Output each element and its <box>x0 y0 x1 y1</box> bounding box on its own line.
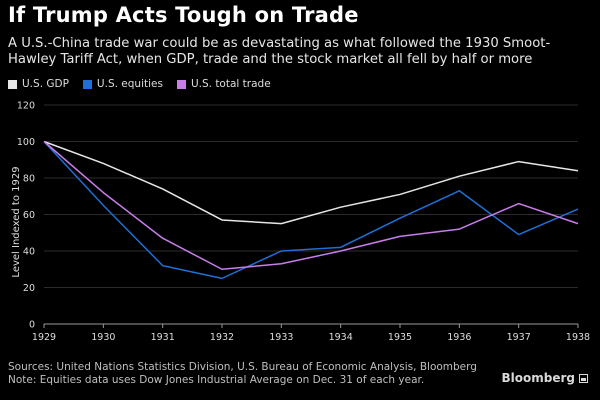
x-tick-label: 1932 <box>210 332 234 343</box>
brand-name: Bloomberg <box>501 371 576 385</box>
legend-label-equities: U.S. equities <box>96 78 163 90</box>
x-tick-label: 1931 <box>151 332 175 343</box>
legend-item-trade: U.S. total trade <box>176 78 271 90</box>
legend-item-gdp: U.S. GDP <box>8 78 69 90</box>
legend-label-gdp: U.S. GDP <box>22 78 69 90</box>
x-tick-label: 1936 <box>447 332 471 343</box>
y-tick-label: 60 <box>23 210 35 221</box>
y-tick-label: 40 <box>23 247 35 258</box>
y-tick-label: 0 <box>29 320 35 331</box>
sources-text: Sources: United Nations Statistics Divis… <box>8 361 477 373</box>
chart-title: If Trump Acts Tough on Trade <box>8 3 359 27</box>
x-tick-label: 1938 <box>566 332 590 343</box>
x-tick-label: 1935 <box>388 332 412 343</box>
chart-subtitle: A U.S.-China trade war could be as devas… <box>8 36 551 67</box>
footer: Sources: United Nations Statistics Divis… <box>8 361 477 387</box>
x-tick-label: 1934 <box>329 332 353 343</box>
x-tick-label: 1937 <box>507 332 531 343</box>
series-line-u-s-gdp <box>43 140 579 225</box>
legend-swatch-equities <box>82 79 92 89</box>
y-tick-label: 20 <box>23 283 35 294</box>
legend-swatch-gdp <box>8 79 17 89</box>
series-line-u-s-equities <box>43 140 579 280</box>
legend: U.S. GDP U.S. equities U.S. total trade <box>8 78 271 90</box>
legend-label-trade: U.S. total trade <box>190 78 271 90</box>
bloomberg-mark-icon <box>579 373 588 383</box>
y-tick-label: 80 <box>23 174 35 185</box>
y-axis-label: Level Indexed to 1929 <box>11 166 22 277</box>
x-tick-label: 1930 <box>91 332 115 343</box>
x-tick-label: 1933 <box>269 332 293 343</box>
y-tick-label: 120 <box>17 101 35 112</box>
x-tick-label: 1929 <box>32 332 56 343</box>
note-text: Note: Equities data uses Dow Jones Indus… <box>8 374 425 386</box>
legend-swatch-trade <box>176 79 186 89</box>
legend-item-equities: U.S. equities <box>82 78 163 90</box>
y-tick-label: 100 <box>17 137 35 148</box>
series-line-u-s-total-trade <box>43 140 579 270</box>
brand-logo: Bloomberg <box>501 371 588 385</box>
